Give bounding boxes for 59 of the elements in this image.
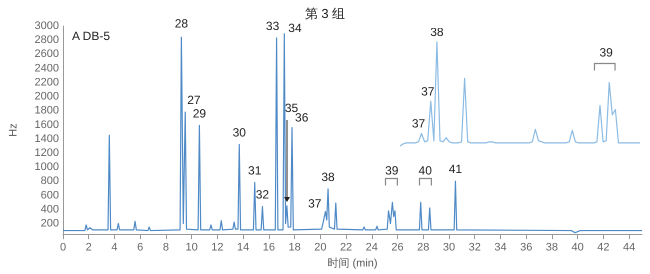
annotation: 31 [248, 164, 262, 178]
annotation: A DB-5 [72, 29, 110, 43]
annotation: 39 [599, 46, 614, 60]
x-tick-label: 4 [111, 242, 118, 254]
x-tick-label: 12 [211, 242, 224, 254]
y-tick-label: 800 [40, 175, 59, 188]
y-tick-label: 1800 [34, 104, 59, 117]
x-tick-label: 28 [417, 242, 430, 254]
x-tick-label: 32 [468, 242, 481, 254]
annotation: 29 [192, 106, 206, 120]
annotation: 34 [288, 20, 302, 35]
y-tick-label: 2600 [34, 48, 59, 60]
x-tick-label: 40 [572, 242, 584, 254]
y-tick-label: 3000 [34, 20, 59, 32]
annotation: 39 [385, 163, 399, 178]
x-tick-label: 30 [442, 242, 456, 254]
x-tick-label: 10 [186, 242, 198, 254]
y-tick-label: 1000 [34, 161, 59, 174]
y-tick-label: 600 [40, 189, 59, 202]
annotation: 37 [308, 196, 322, 211]
annotation: 41 [448, 162, 462, 176]
y-tick-label: 1600 [34, 118, 59, 131]
y-tick-label: 2800 [34, 34, 59, 46]
x-tick-label: 24 [366, 242, 378, 254]
x-tick-label: 22 [340, 242, 352, 254]
y-tick-label: 2200 [34, 76, 59, 88]
annotation: 37 [421, 84, 435, 98]
annotation: 27 [187, 93, 201, 108]
y-tick-label: 2000 [34, 90, 59, 103]
annotation: 32 [256, 188, 270, 202]
x-tick-label: 20 [314, 242, 326, 254]
annotation: 30 [232, 126, 246, 140]
annotation: 37 [412, 116, 426, 131]
y-axis-title: Hz [8, 123, 20, 137]
x-tick-label: 8 [162, 242, 169, 254]
annotation: 33 [266, 18, 280, 33]
x-tick-label: 14 [237, 242, 250, 254]
y-tick-label: 1200 [34, 146, 59, 159]
x-axis-title: 时间 (min) [327, 256, 378, 270]
annotation: 28 [174, 16, 188, 30]
x-tick-label: 18 [288, 242, 301, 254]
chart-title: 第 3 组 [304, 6, 346, 21]
annotation: 38 [321, 170, 336, 184]
x-tick-label: 34 [494, 242, 507, 254]
y-tick-label: 400 [40, 203, 59, 216]
x-tick-label: 0 [60, 242, 66, 254]
x-tick-label: 16 [262, 242, 275, 254]
x-tick-label: 36 [520, 242, 532, 254]
x-tick-label: 26 [391, 242, 404, 254]
x-tick-label: 42 [597, 242, 610, 254]
y-tick-label: 2400 [34, 62, 59, 74]
annotation: 36 [295, 110, 309, 125]
y-tick-label: 200 [40, 218, 59, 230]
x-tick-label: 44 [623, 242, 636, 254]
annotation: 40 [418, 163, 432, 178]
x-tick-label: 6 [137, 242, 144, 254]
x-tick-label: 38 [546, 242, 558, 254]
x-tick-label: 2 [86, 242, 92, 254]
y-tick-label: 1400 [34, 132, 59, 145]
